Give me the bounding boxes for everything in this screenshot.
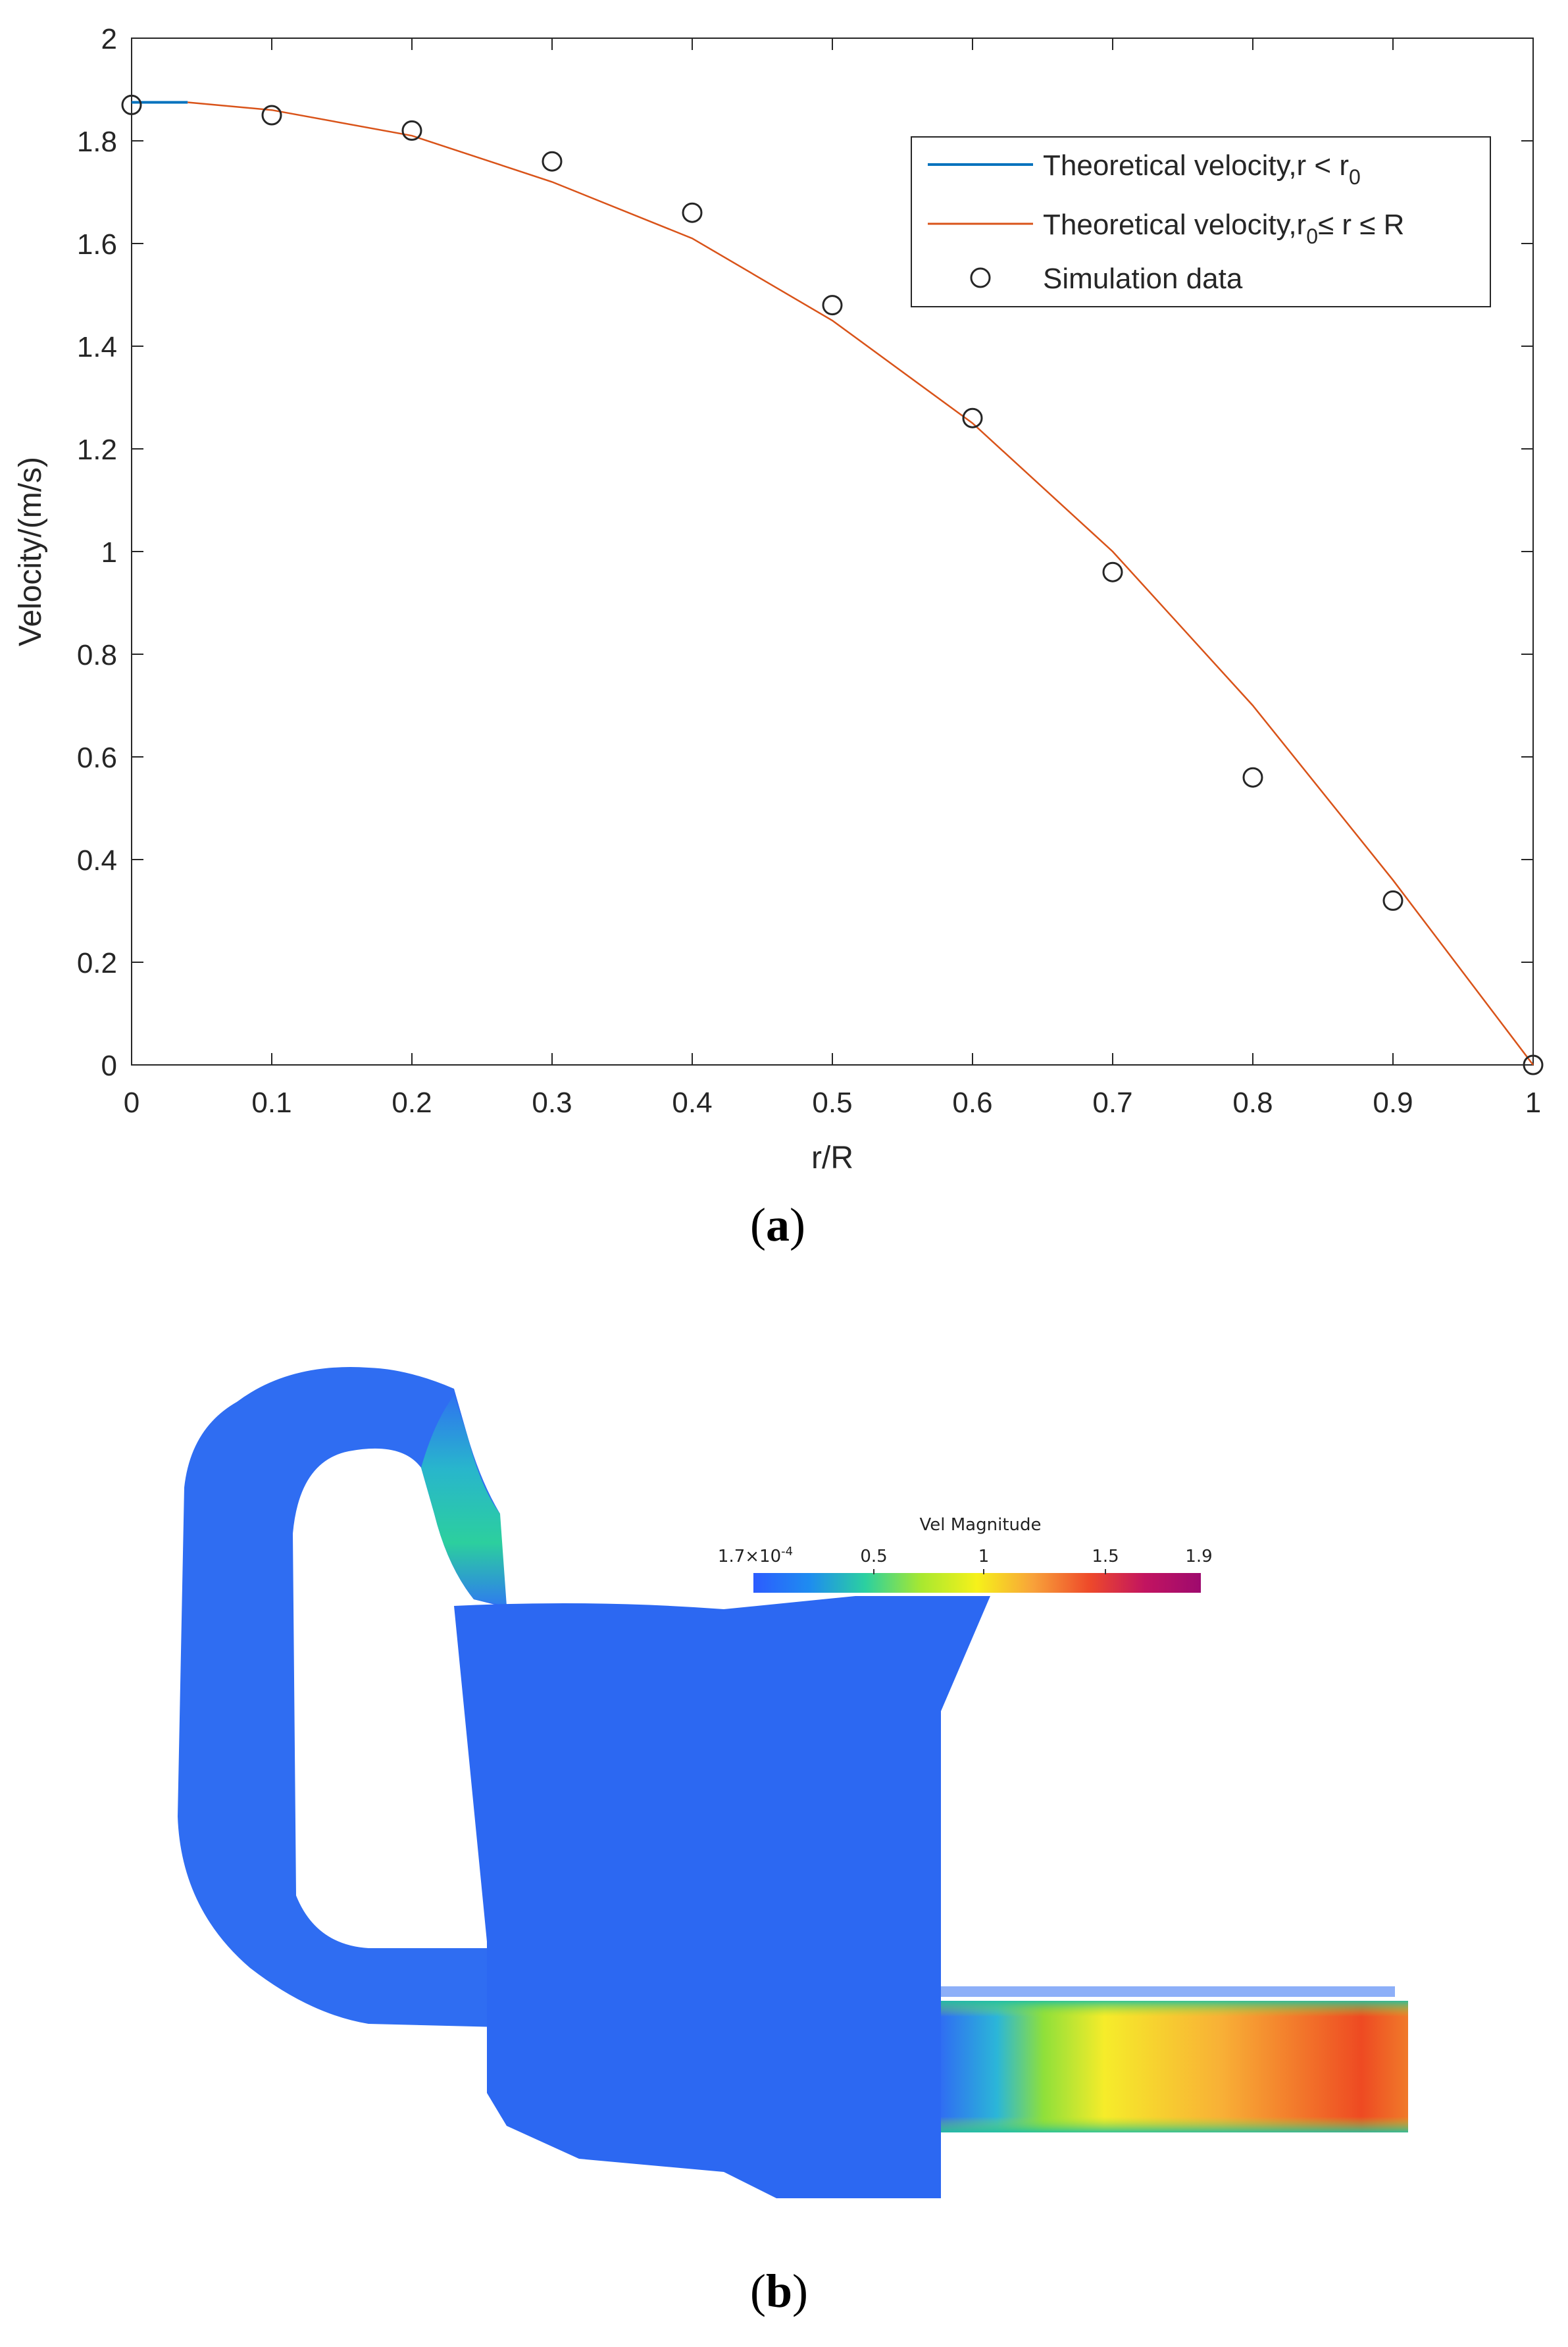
- series-line-1: [188, 101, 1534, 1066]
- y-tick-label: 0.8: [77, 639, 117, 671]
- colorbar-tick-min: 1.7×10-4: [718, 1545, 793, 1566]
- simulation-point: [542, 151, 563, 172]
- simulation-point: [1382, 890, 1404, 911]
- x-tick-label: 0.2: [392, 1087, 432, 1119]
- colorbar-tick-1-5: 1.5: [1092, 1547, 1119, 1566]
- ticks-layer: 0 0.1 0.2 0.3 0.4 0.5 0.6 0.7 0.8 0.9 1 0 0.2 0.4 0.6 0…: [77, 23, 1541, 1119]
- x-tick-label: 0.1: [251, 1087, 291, 1119]
- x-tick-label: 0.4: [672, 1087, 712, 1119]
- panel-label-b: (b): [750, 2265, 809, 2317]
- legend-label-theory-inner: Theoretical velocity,r < r0: [1043, 149, 1361, 189]
- legend-label-theory-outer: Theoretical velocity,r0≤ r ≤ R: [1043, 209, 1404, 248]
- y-tick-label: 1.2: [77, 434, 117, 466]
- y-tick-label: 0.6: [77, 742, 117, 774]
- chamber-body: [454, 1596, 990, 2198]
- x-tick-label: 0.7: [1092, 1087, 1132, 1119]
- series-layer: [121, 94, 1544, 1075]
- x-tick-label: 0.8: [1232, 1087, 1273, 1119]
- colorbar: Vel Magnitude 1.7×10-4 0.5 1 1.5 1.9: [718, 1515, 1213, 1593]
- riser-section: [421, 1395, 507, 1606]
- colorbar-tick-1-9: 1.9: [1185, 1547, 1212, 1566]
- simulation-point: [261, 105, 282, 126]
- simulation-point: [682, 202, 703, 223]
- outlet-scatter-top: [941, 1986, 1395, 1997]
- y-tick-label: 1: [101, 536, 117, 569]
- simulation-point: [401, 120, 422, 141]
- legend-marker-simulation: [970, 267, 991, 288]
- y-axis-label: Velocity/(m/s): [13, 457, 48, 646]
- fluid-domain: [178, 1367, 1408, 2198]
- colorbar-tick-0-5: 0.5: [860, 1547, 887, 1566]
- x-axis-label: r/R: [811, 1141, 853, 1175]
- x-tick-label: 1: [1525, 1087, 1541, 1119]
- x-tick-label: 0.5: [812, 1087, 852, 1119]
- y-tick-label: 2: [101, 23, 117, 55]
- simulation-point: [1102, 561, 1123, 582]
- colorbar-title: Vel Magnitude: [920, 1515, 1042, 1535]
- x-tick-label: 0.3: [532, 1087, 572, 1119]
- x-tick-label: 0.9: [1373, 1087, 1413, 1119]
- simulation-point: [822, 295, 843, 316]
- colorbar-bar: [753, 1573, 1201, 1593]
- panel-label-a: (a): [750, 1199, 805, 1251]
- simulation-point: [121, 94, 142, 115]
- y-tick-label: 1.8: [77, 126, 117, 158]
- x-tick-label: 0: [124, 1087, 139, 1119]
- y-tick-label: 1.4: [77, 331, 117, 363]
- y-tick-label: 1.6: [77, 228, 117, 261]
- y-tick-label: 0: [101, 1050, 117, 1082]
- legend-label-simulation: Simulation data: [1043, 263, 1243, 295]
- simulation-point: [1523, 1054, 1544, 1075]
- loop-pipe: [178, 1367, 500, 2027]
- simulation-velocity-field: Vel Magnitude 1.7×10-4 0.5 1 1.5 1.9: [178, 1367, 1408, 2198]
- colorbar-tick-1: 1: [978, 1547, 990, 1566]
- velocity-profile-chart: 0 0.1 0.2 0.3 0.4 0.5 0.6 0.7 0.8 0.9 1 0 0.2 0.4 0.6 0…: [13, 23, 1544, 1175]
- simulation-point: [962, 407, 983, 428]
- x-tick-label: 0.6: [952, 1087, 992, 1119]
- simulation-point: [1242, 767, 1263, 788]
- y-tick-label: 0.4: [77, 844, 117, 877]
- legend: Theoretical velocity,r < r0 Theoretical …: [911, 136, 1491, 307]
- outlet-pipe-edge: [941, 2001, 1408, 2132]
- y-tick-label: 0.2: [77, 947, 117, 979]
